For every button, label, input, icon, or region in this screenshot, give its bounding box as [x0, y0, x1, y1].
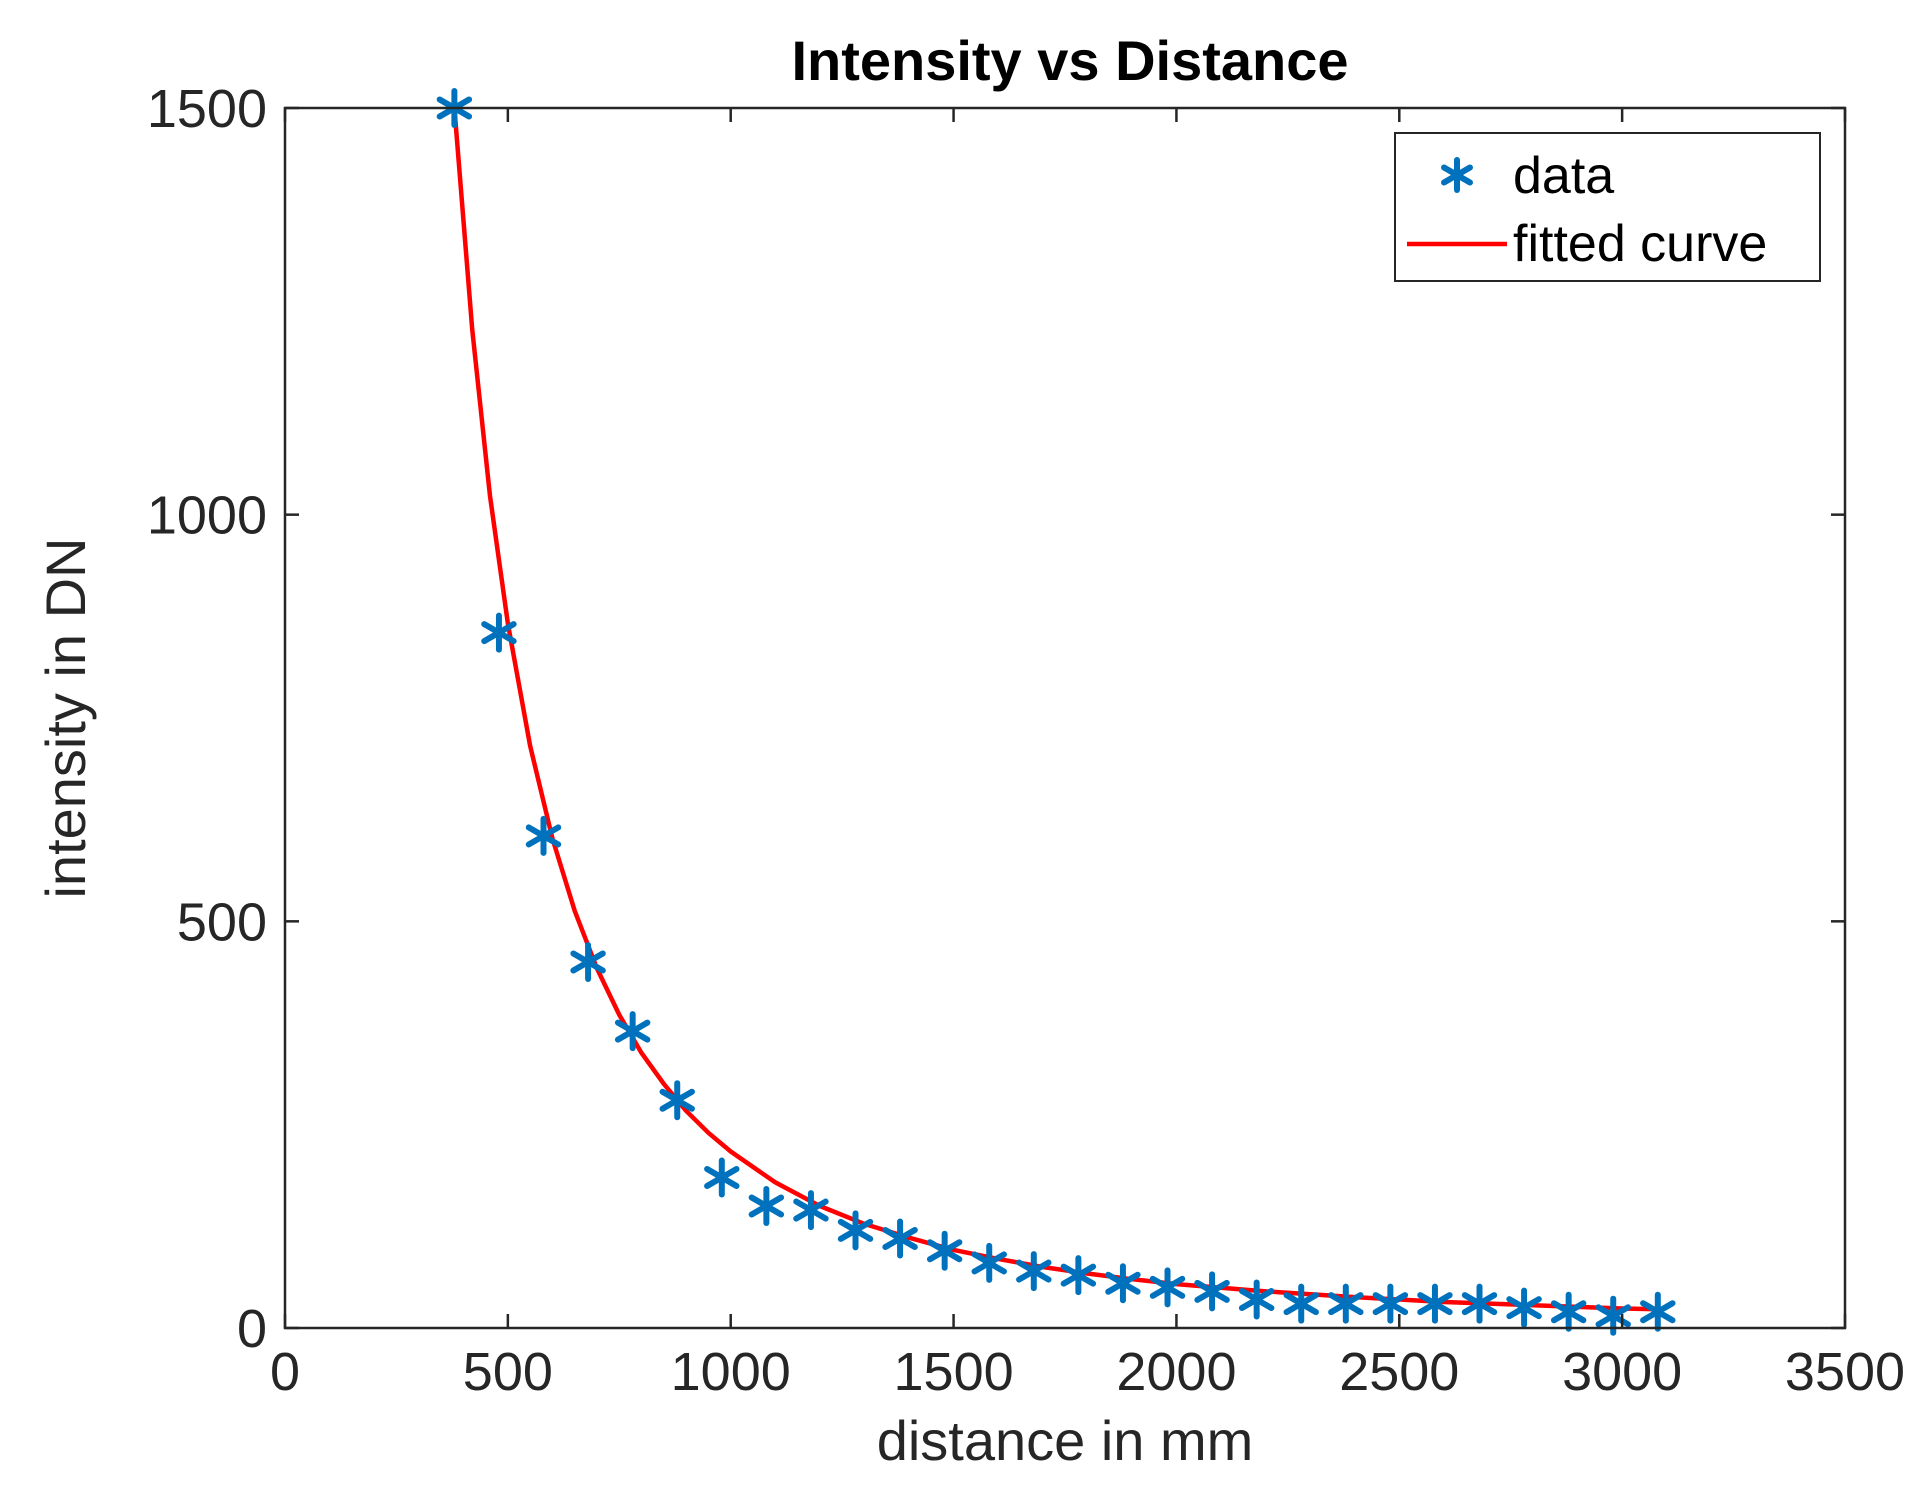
data-point: [1417, 1283, 1453, 1324]
x-tick-label: 0: [270, 1342, 300, 1402]
x-tick-label: 1000: [671, 1342, 791, 1402]
chart-title: Intensity vs Distance: [791, 29, 1348, 92]
data-point: [1372, 1283, 1409, 1324]
data-point: [971, 1242, 1007, 1283]
data-point: [1238, 1279, 1275, 1320]
y-tick-label: 0: [237, 1299, 267, 1359]
plot-area: [285, 108, 1845, 1328]
data-point: [481, 612, 517, 653]
data-point: [570, 942, 606, 982]
x-tick-label: 3000: [1562, 1342, 1682, 1402]
plot-frame: [283, 106, 1847, 1330]
x-tick-label: 2000: [1116, 1342, 1236, 1402]
data-point: [1550, 1291, 1587, 1332]
data-point: [614, 1011, 651, 1052]
data-point: [793, 1190, 829, 1231]
data-point: [926, 1230, 963, 1271]
data-point: [1506, 1287, 1542, 1328]
data-point: [525, 815, 562, 856]
legend-box: [1394, 132, 1821, 282]
x-tick-label: 500: [463, 1342, 553, 1402]
x-tick-label: 1500: [894, 1342, 1014, 1402]
y-tick-label: 1500: [147, 79, 267, 139]
data-markers-layer: [436, 88, 1676, 1336]
x-tick-label: 3500: [1785, 1342, 1905, 1402]
data-point: [1016, 1251, 1052, 1292]
data-point: [1194, 1271, 1230, 1312]
legend-data-marker-icon: [1441, 157, 1473, 193]
data-point: [704, 1157, 740, 1198]
data-point: [1283, 1283, 1319, 1324]
x-tick-label: 2500: [1339, 1342, 1459, 1402]
data-point: [1461, 1283, 1498, 1324]
legend-data-label: data: [1513, 147, 1614, 205]
tick-layer: [283, 106, 1847, 1330]
data-point: [748, 1186, 785, 1226]
legend-fitted-curve-label: fitted curve: [1513, 215, 1767, 273]
legend: data fitted curve: [1394, 132, 1821, 282]
fitted-curve-layer: [452, 107, 1658, 1312]
data-point: [1328, 1283, 1364, 1324]
data-point: [1105, 1263, 1141, 1304]
y-axis-label: intensity in DN: [34, 537, 97, 898]
y-tick-label: 1000: [147, 486, 267, 546]
data-point: [1640, 1291, 1676, 1332]
data-point: [659, 1080, 695, 1121]
fitted-curve-line: [452, 107, 1658, 1312]
tick-label-layer: 0 500 1000 1500 2000 2500 3000 3500 0 500 1000 1500: [147, 79, 1905, 1402]
data-point: [837, 1210, 874, 1251]
legend-asterisk-icon: [1441, 157, 1473, 193]
x-axis-label: distance in mm: [877, 1409, 1254, 1472]
data-point: [1060, 1255, 1097, 1296]
data-point: [882, 1218, 918, 1259]
y-tick-label: 500: [177, 892, 267, 952]
data-point: [1149, 1267, 1186, 1308]
